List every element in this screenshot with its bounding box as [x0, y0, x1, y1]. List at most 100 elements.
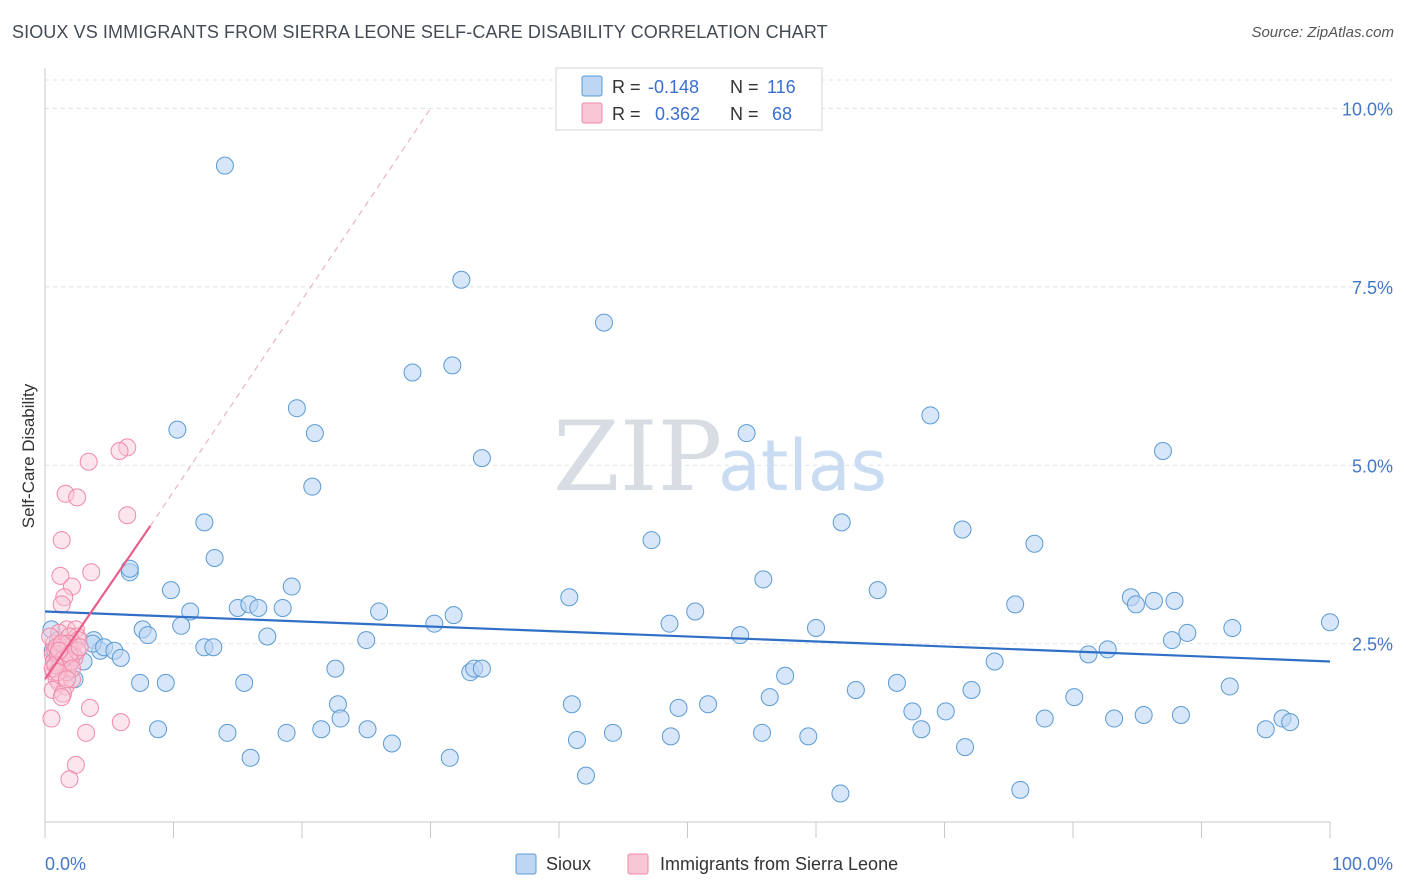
sioux-point	[831, 784, 850, 803]
sioux-point	[282, 577, 301, 596]
sierra-leone-point	[62, 577, 81, 596]
sierra-leone-trend-extension	[149, 108, 431, 527]
stat-r-sioux: -0.148	[648, 77, 699, 97]
sioux-point	[452, 270, 471, 289]
legend-swatch-sioux	[515, 853, 537, 875]
sioux-point	[111, 648, 130, 667]
chart-source: Source: ZipAtlas.com	[1251, 24, 1394, 41]
sioux-point	[1256, 720, 1275, 739]
sierra-leone-point	[80, 698, 99, 717]
sierra-leone-point	[66, 620, 85, 639]
sierra-leone-trend-line	[44, 525, 152, 680]
sioux-point	[776, 666, 795, 685]
stat-n-sl: 68	[772, 104, 792, 124]
sierra-leone-point	[70, 638, 89, 657]
bottom-legend: Sioux Immigrants from Sierra Leone	[515, 853, 898, 875]
sierra-leone-point	[51, 566, 70, 585]
sioux-point	[562, 695, 581, 714]
sioux-point	[669, 698, 688, 717]
stat-n-label-sioux: N =	[730, 77, 759, 97]
sioux-point	[737, 424, 756, 443]
sioux-point	[661, 727, 680, 746]
sioux-point	[985, 652, 1004, 671]
sioux-point	[312, 720, 331, 739]
sioux-point	[326, 659, 345, 678]
chart-title: SIOUX VS IMMIGRANTS FROM SIERRA LEONE SE…	[12, 22, 828, 42]
sioux-point	[149, 720, 168, 739]
sioux-point	[1165, 591, 1184, 610]
y-tick-label: 5.0%	[1352, 456, 1393, 476]
sierra-leone-point	[41, 627, 60, 646]
sioux-point	[594, 313, 613, 332]
sioux-point	[444, 606, 463, 625]
sierra-leone-point	[55, 588, 74, 607]
sioux-point	[799, 727, 818, 746]
sioux-point	[382, 734, 401, 753]
sl-swatch	[581, 102, 603, 124]
stat-n-sioux: 116	[767, 77, 796, 97]
axes	[44, 68, 1331, 838]
sioux-point	[1134, 705, 1153, 724]
stat-n-label-sl: N =	[730, 104, 759, 124]
sioux-point	[440, 748, 459, 767]
sioux-point	[1006, 595, 1025, 614]
sioux-point	[303, 477, 322, 496]
sioux-point	[846, 681, 865, 700]
sioux-point	[277, 723, 296, 742]
sioux-point	[1178, 623, 1197, 642]
sioux-point	[1035, 709, 1054, 728]
sierra-leone-point	[118, 506, 137, 525]
stat-r-sl: 0.362	[655, 104, 700, 124]
sierra-leone-point	[77, 723, 96, 742]
legend-swatch-sierra-leone	[627, 853, 649, 875]
sioux-point	[753, 723, 772, 742]
sioux-point	[205, 549, 224, 568]
sierra-leone-point	[62, 659, 81, 678]
sierra-leone-point	[52, 688, 71, 707]
sierra-leone-point	[60, 770, 79, 789]
x-tick-labels: 0.0% 100.0%	[45, 854, 1393, 874]
sioux-point	[962, 681, 981, 700]
sioux-point	[218, 723, 237, 742]
sioux-point	[403, 363, 422, 382]
sioux-point	[686, 602, 705, 621]
sioux-point	[195, 513, 214, 532]
sioux-point	[1144, 591, 1163, 610]
sioux-point	[576, 766, 595, 785]
sioux-point	[1223, 618, 1242, 637]
sioux-point	[443, 356, 462, 375]
sierra-leone-point	[110, 442, 129, 460]
grid-lines	[45, 79, 1392, 645]
sioux-point	[204, 638, 223, 657]
sioux-point	[956, 738, 975, 757]
watermark: ZIP atlas	[553, 401, 887, 513]
sioux-point	[1220, 677, 1239, 696]
sioux-point	[1171, 705, 1190, 724]
sioux-point	[560, 588, 579, 607]
sioux-point	[357, 631, 376, 650]
sioux-point	[172, 616, 191, 635]
sioux-point	[1281, 713, 1300, 732]
sioux-point	[1126, 595, 1145, 614]
y-tick-label: 2.5%	[1352, 635, 1393, 655]
sioux-point	[249, 598, 268, 617]
stat-r-label-sl: R =	[612, 104, 641, 124]
sioux-point	[754, 570, 773, 589]
sierra-leone-point	[68, 488, 87, 507]
sierra-leone-point	[82, 563, 101, 582]
sioux-point	[370, 602, 389, 621]
sioux-point	[472, 449, 491, 468]
sioux-point	[699, 695, 718, 714]
y-tick-label: 7.5%	[1352, 278, 1393, 298]
sierra-leone-point	[57, 670, 76, 689]
sioux-point	[1098, 640, 1117, 659]
sioux-point	[168, 420, 187, 439]
legend-label-sioux: Sioux	[546, 854, 591, 874]
sioux-point	[331, 709, 350, 728]
sioux-point	[868, 581, 887, 600]
sierra-leone-point	[52, 595, 71, 614]
sioux-point	[567, 730, 586, 749]
sioux-point	[1321, 613, 1339, 632]
legend-label-sierra-leone: Immigrants from Sierra Leone	[660, 854, 898, 874]
